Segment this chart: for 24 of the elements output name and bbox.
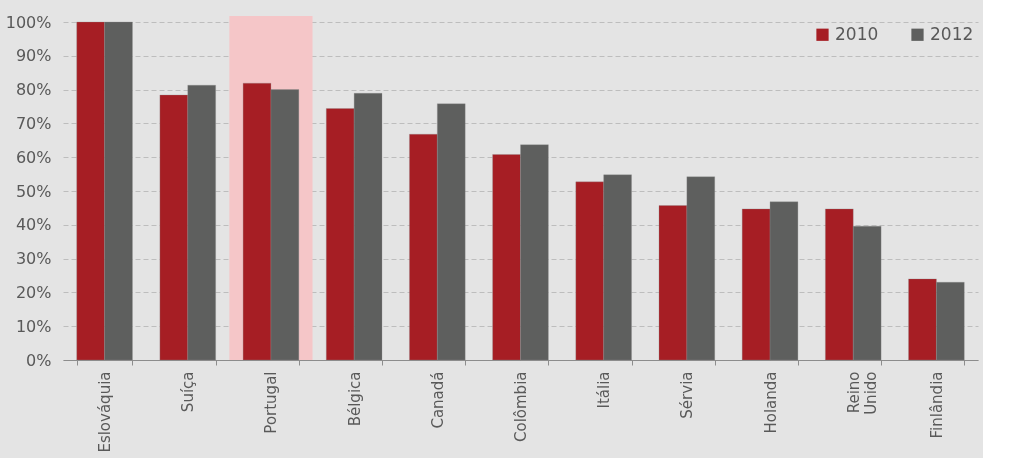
y-tick-label: 10% bbox=[15, 316, 52, 336]
y-tick-label: 100% bbox=[5, 12, 52, 32]
x-tick-label: Bélgica bbox=[345, 371, 364, 427]
y-tick-label: 60% bbox=[15, 147, 52, 167]
y-tick-label: 90% bbox=[15, 46, 52, 66]
x-tick-label: Holanda bbox=[761, 371, 780, 434]
y-tick-label: 80% bbox=[15, 80, 52, 100]
x-tick-label: Sérvia bbox=[678, 371, 697, 419]
x-tick-label: Reino Unido bbox=[844, 371, 880, 415]
y-tick-label: 20% bbox=[15, 282, 52, 302]
x-tick-label: Canadá bbox=[428, 371, 447, 429]
x-tick-label: Suíça bbox=[179, 371, 198, 413]
x-tick-label: Itália bbox=[595, 371, 614, 409]
y-tick-label: 50% bbox=[15, 181, 52, 201]
x-tick-label: Eslováquia bbox=[96, 371, 115, 453]
y-tick-label: 0% bbox=[26, 350, 52, 370]
legend-label: 2010 bbox=[835, 23, 879, 44]
x-tick-label: Portugal bbox=[262, 371, 281, 434]
x-tick-label: Finlândia bbox=[927, 371, 946, 439]
x-tick-label: Colômbia bbox=[512, 371, 530, 442]
legend-label: 2012 bbox=[930, 23, 974, 44]
y-tick-label: 30% bbox=[15, 249, 52, 269]
y-tick-label: 70% bbox=[15, 113, 52, 133]
y-tick-label: 40% bbox=[15, 215, 52, 235]
